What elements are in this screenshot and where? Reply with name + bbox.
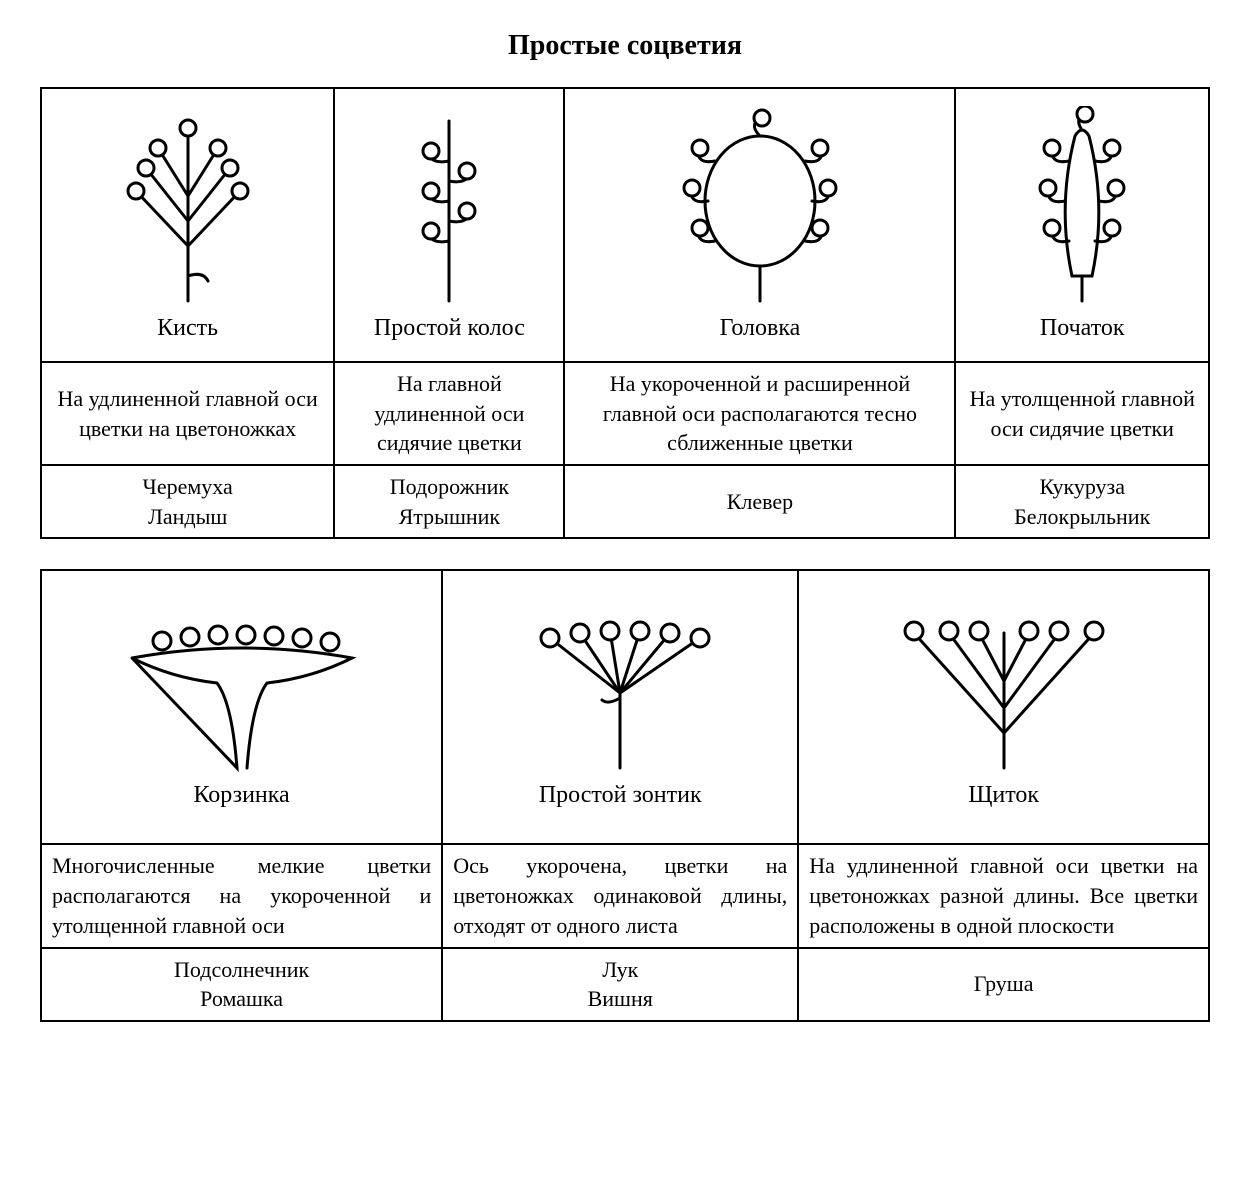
name-korzinka: Корзинка xyxy=(52,779,431,811)
ex-zontik: ЛукВишня xyxy=(442,948,798,1021)
diagram-kolos xyxy=(379,106,519,306)
cell-kist: Кисть xyxy=(41,88,334,362)
desc-shchitok: На удлиненной главной оси цветки на цвет… xyxy=(798,844,1209,947)
name-kist: Кисть xyxy=(52,312,323,344)
page-title: Простые соцветия xyxy=(40,30,1210,62)
desc-kolos: На главной удлиненной оси сидячие цветки xyxy=(334,362,564,465)
cell-golovka: Головка xyxy=(564,88,955,362)
diagram-shchitok xyxy=(864,603,1144,773)
table-1: Кисть xyxy=(40,87,1210,539)
desc-golovka: На укороченной и расширенной главной оси… xyxy=(564,362,955,465)
cell-zontik: Простой зонтик xyxy=(442,570,798,844)
cell-korzinka: Корзинка xyxy=(41,570,442,844)
name-pochatok: Початок xyxy=(966,312,1198,344)
ex-pochatok: КукурузаБелокрыльник xyxy=(955,465,1209,538)
name-zontik: Простой зонтик xyxy=(453,779,787,811)
diagram-pochatok xyxy=(997,106,1167,306)
ex-korzinka: ПодсолнечникРомашка xyxy=(41,948,442,1021)
ex-kolos: ПодорожникЯтрышник xyxy=(334,465,564,538)
diagram-korzinka xyxy=(92,603,392,773)
desc-korzinka: Многочисленные мелкие цветки располагают… xyxy=(41,844,442,947)
cell-pochatok: Початок xyxy=(955,88,1209,362)
diagram-zontik xyxy=(490,603,750,773)
diagram-kist xyxy=(88,106,288,306)
desc-pochatok: На утолщенной главной оси сидячие цветки xyxy=(955,362,1209,465)
cell-kolos: Простой колос xyxy=(334,88,564,362)
desc-kist: На удлиненной главной оси цветки на цвет… xyxy=(41,362,334,465)
ex-kist: ЧеремухаЛандыш xyxy=(41,465,334,538)
table-2: Корзинка Простой зонтик xyxy=(40,569,1210,1021)
name-kolos: Простой колос xyxy=(345,312,553,344)
ex-golovka: Клевер xyxy=(564,465,955,538)
cell-shchitok: Щиток xyxy=(798,570,1209,844)
name-shchitok: Щиток xyxy=(809,779,1198,811)
desc-zontik: Ось укорочена, цветки на цветоножках оди… xyxy=(442,844,798,947)
diagram-golovka xyxy=(650,106,870,306)
name-golovka: Головка xyxy=(575,312,944,344)
ex-shchitok: Груша xyxy=(798,948,1209,1021)
